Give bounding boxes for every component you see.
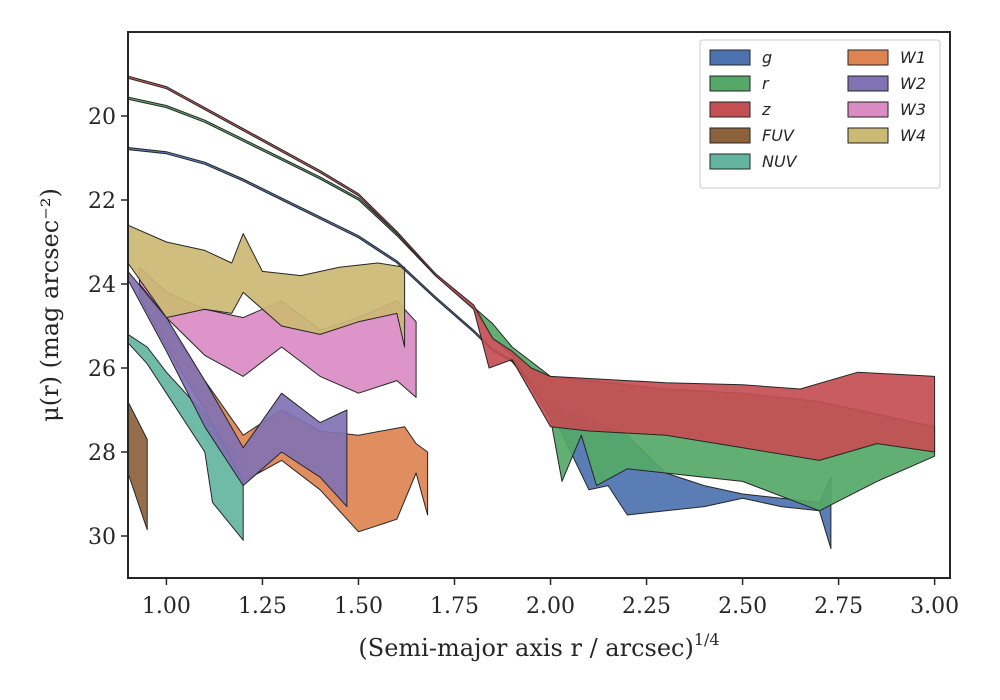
band-nuv (128, 333, 244, 541)
y-axis-label: μ(r) (mag arcsec⁻²) (36, 188, 64, 422)
x-tick-label: 1.25 (238, 594, 287, 619)
legend-label-r: r (762, 74, 770, 93)
x-tick-label: 3.00 (910, 594, 959, 619)
y-tick-label: 30 (88, 525, 116, 550)
legend-swatch-r (709, 75, 751, 92)
axes-frame (127, 31, 951, 579)
y-tick-label: 22 (88, 189, 116, 214)
y-tick-label: 26 (88, 357, 116, 382)
plot-area (128, 75, 936, 550)
legend-swatch-z (709, 101, 751, 118)
x-tick-label: 1.50 (334, 594, 383, 619)
legend-label-w4: W4 (900, 126, 926, 145)
legend-swatch-fuv (709, 127, 751, 144)
y-tick-label: 20 (88, 105, 116, 130)
axes: 1.00 1.25 1.50 1.75 2.00 2.25 2.50 2.75 3.00 20 22… (88, 31, 959, 619)
x-axis-label: (Semi-major axis r / arcsec)1/4 (358, 630, 719, 662)
legend-label-w2: W2 (900, 74, 926, 93)
y-tick-label: 24 (88, 273, 116, 298)
x-tick-label: 2.00 (526, 594, 575, 619)
band-z (128, 75, 936, 461)
legend: grz FUV NUV W1 W2 W3 W4 (699, 39, 941, 189)
x-tick-label: 1.00 (142, 594, 191, 619)
band-w3 (139, 266, 417, 398)
legend-label-w3: W3 (900, 100, 926, 119)
legend-swatch-w1 (847, 49, 889, 66)
legend-swatch-g (709, 49, 751, 66)
x-tick-label: 2.25 (622, 594, 671, 619)
legend-swatch-nuv (709, 153, 751, 170)
legend-swatch-w3 (847, 101, 889, 118)
legend-swatch-w2 (847, 75, 889, 92)
y-tick-label: 28 (88, 441, 116, 466)
legend-label-g: g (762, 48, 772, 67)
x-tick-label: 2.50 (718, 594, 767, 619)
x-tick-label: 1.75 (430, 594, 479, 619)
legend-swatch-w4 (847, 127, 889, 144)
legend-label-z: z (761, 100, 771, 119)
band-fuv (128, 401, 148, 531)
band-w4 (128, 224, 406, 348)
legend-label-nuv: NUV (762, 152, 798, 171)
legend-label-fuv: FUV (762, 126, 795, 145)
band-w2 (128, 270, 348, 508)
x-tick-label: 2.75 (814, 594, 863, 619)
legend-label-w1: W1 (900, 48, 926, 67)
